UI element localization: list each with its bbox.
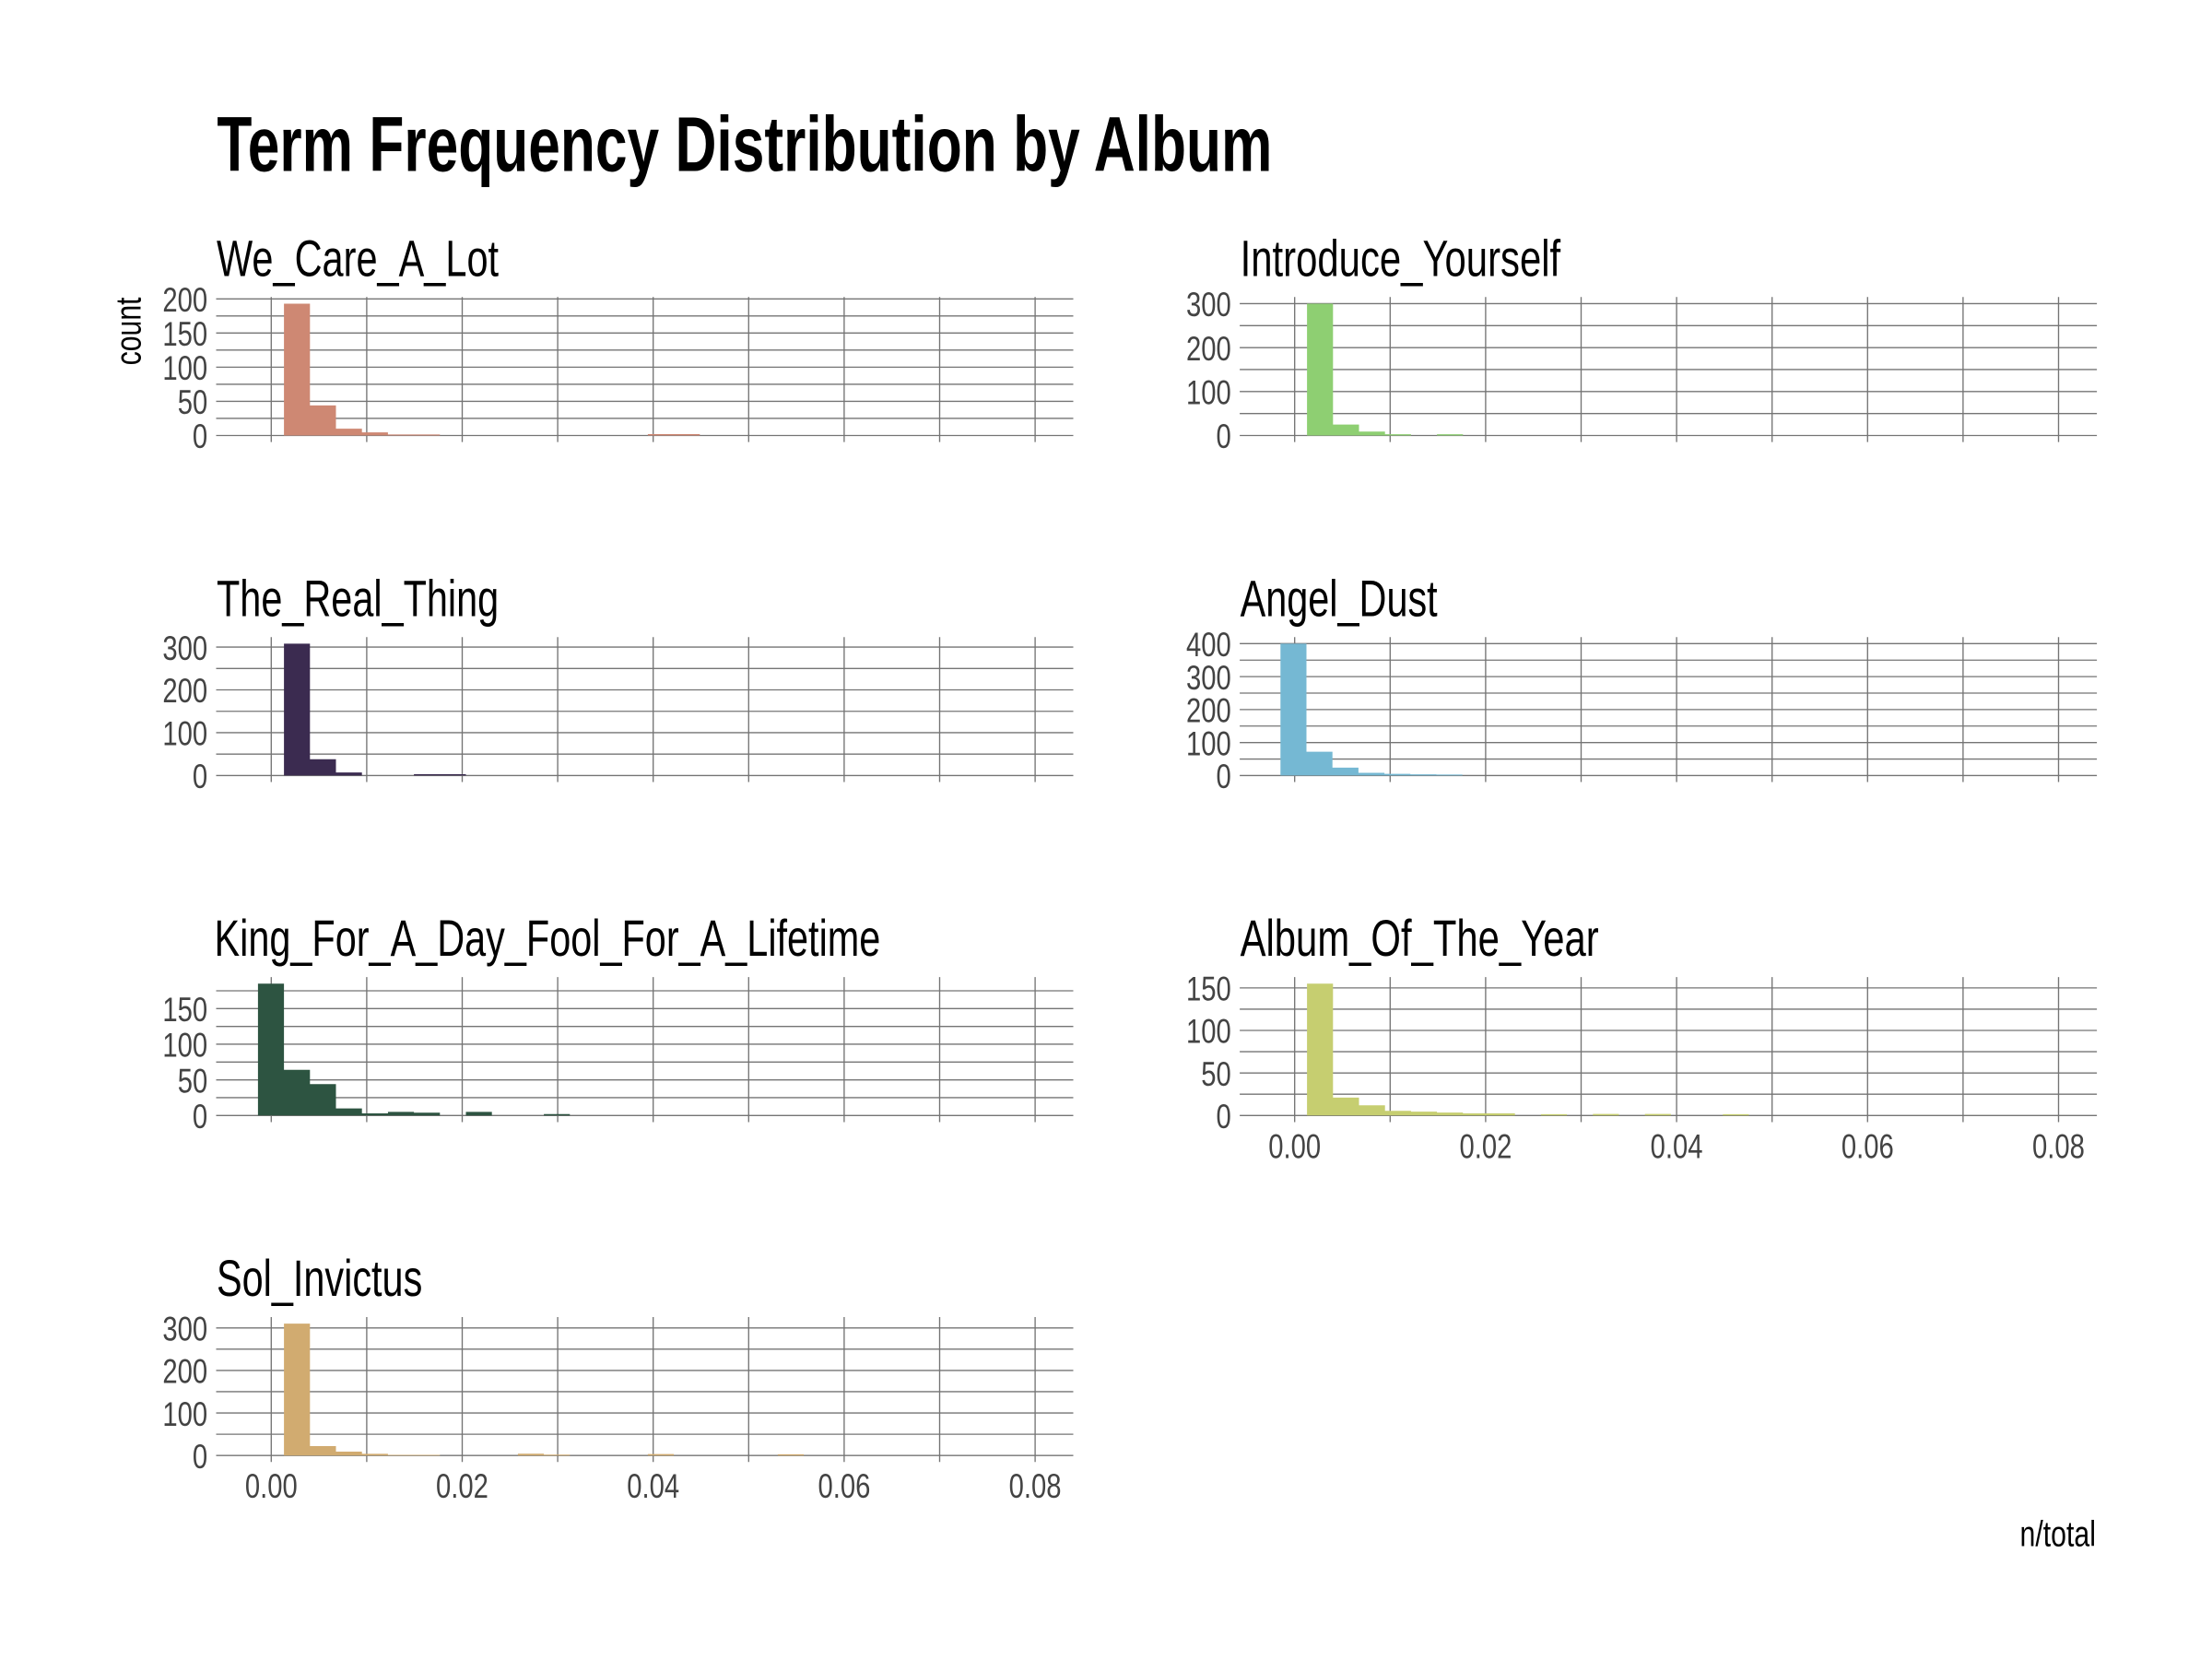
svg-text:150: 150 <box>162 315 207 353</box>
svg-text:100: 100 <box>162 1395 207 1433</box>
svg-text:0: 0 <box>193 1098 207 1135</box>
svg-text:50: 50 <box>178 1062 208 1100</box>
svg-text:0: 0 <box>1217 418 1231 455</box>
svg-text:0.06: 0.06 <box>818 1467 870 1505</box>
svg-text:200: 200 <box>1186 692 1231 730</box>
svg-text:200: 200 <box>162 1353 207 1391</box>
svg-text:50: 50 <box>1201 1055 1231 1093</box>
svg-text:150: 150 <box>162 991 207 1029</box>
svg-text:100: 100 <box>162 349 207 387</box>
svg-text:100: 100 <box>162 1027 207 1065</box>
svg-text:150: 150 <box>1186 971 1231 1008</box>
svg-text:0: 0 <box>1217 758 1231 795</box>
svg-text:100: 100 <box>1186 1013 1231 1051</box>
svg-text:50: 50 <box>178 383 208 421</box>
svg-text:King_For_A_Day_Fool_For_A_Life: King_For_A_Day_Fool_For_A_Lifetime <box>215 910 881 967</box>
svg-text:count: count <box>110 297 149 365</box>
svg-text:200: 200 <box>162 672 207 710</box>
svg-text:0.00: 0.00 <box>1268 1127 1321 1165</box>
svg-text:0: 0 <box>1217 1098 1231 1135</box>
svg-text:The_Real_Thing: The_Real_Thing <box>217 570 499 627</box>
svg-text:400: 400 <box>1186 626 1231 664</box>
svg-text:Angel_Dust: Angel_Dust <box>1241 570 1438 627</box>
svg-text:0.02: 0.02 <box>436 1467 488 1505</box>
svg-text:0.08: 0.08 <box>2032 1127 2085 1165</box>
svg-text:300: 300 <box>1186 659 1231 697</box>
svg-text:300: 300 <box>162 629 207 667</box>
svg-text:100: 100 <box>1186 724 1231 762</box>
svg-text:We_Care_A_Lot: We_Care_A_Lot <box>217 229 499 287</box>
svg-text:n/total: n/total <box>2020 1515 2097 1555</box>
svg-text:0: 0 <box>193 1438 207 1476</box>
svg-text:300: 300 <box>1186 286 1231 324</box>
svg-text:Album_Of_The_Year: Album_Of_The_Year <box>1241 910 1599 967</box>
svg-text:0: 0 <box>193 418 207 455</box>
svg-text:Term Frequency Distribution by: Term Frequency Distribution by Album <box>217 101 1272 188</box>
svg-text:0.04: 0.04 <box>627 1467 679 1505</box>
svg-text:Sol_Invictus: Sol_Invictus <box>217 1250 422 1307</box>
svg-text:0.08: 0.08 <box>1009 1467 1062 1505</box>
svg-text:0.00: 0.00 <box>245 1467 298 1505</box>
svg-text:0.06: 0.06 <box>1841 1127 1894 1165</box>
svg-text:200: 200 <box>1186 330 1231 368</box>
svg-text:0: 0 <box>193 758 207 795</box>
svg-text:300: 300 <box>162 1311 207 1348</box>
svg-text:200: 200 <box>162 281 207 319</box>
svg-text:Introduce_Yourself: Introduce_Yourself <box>1241 229 1561 287</box>
svg-text:0.04: 0.04 <box>1651 1127 1703 1165</box>
svg-text:100: 100 <box>162 715 207 753</box>
svg-text:100: 100 <box>1186 374 1231 412</box>
svg-text:0.02: 0.02 <box>1459 1127 1512 1165</box>
